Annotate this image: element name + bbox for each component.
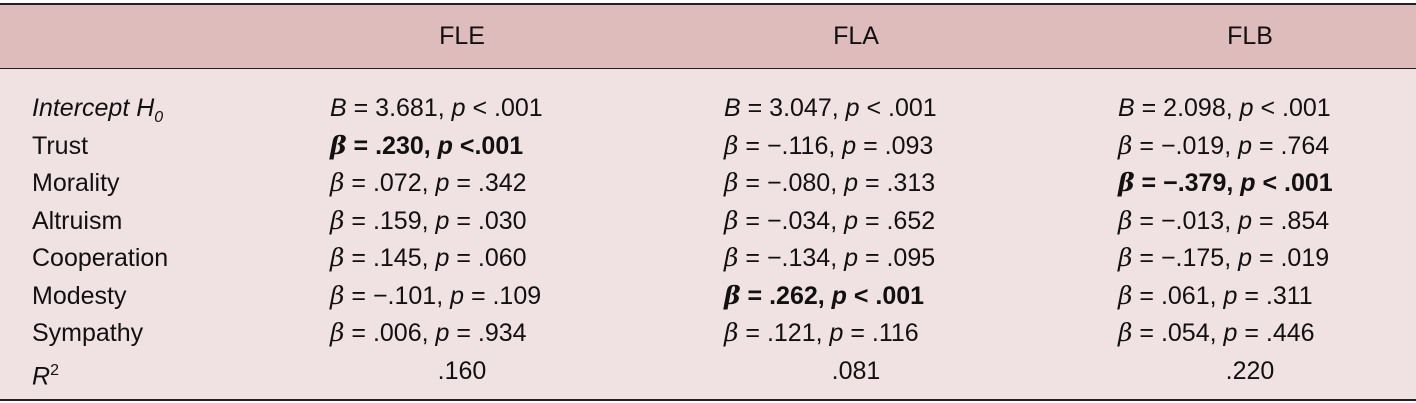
table-row: Intercept H0 B = 3.681, p < .001 B = 3.047… xyxy=(0,89,1416,127)
stat-cell: β = −.019, p = .764 xyxy=(1118,130,1330,160)
stat-cell: β = −.116, p = .093 xyxy=(724,130,934,160)
row-label: Morality xyxy=(32,169,120,197)
table-row: Sympathy β = .006, p = .934 β = .121, p = … xyxy=(0,314,1416,352)
r-squared-label: R2 xyxy=(32,361,59,390)
stat-cell: B = 3.047, p < .001 xyxy=(724,94,937,122)
regression-table: FLE FLA FLB Intercept H0 B = 3.681, p < .… xyxy=(0,3,1416,401)
stat-cell: β = −.080, p = .313 xyxy=(724,168,936,197)
stat-cell: β = .121, p = .116 xyxy=(724,318,919,347)
stat-cell: β = −.013, p = .854 xyxy=(1118,205,1330,235)
stat-cell: B = 3.681, p < .001 xyxy=(330,94,543,122)
header-flb: FLB xyxy=(1227,22,1273,50)
row-label: Trust xyxy=(32,131,89,160)
r-squared-value: .220 xyxy=(1225,356,1275,385)
stat-cell: β = −.134, p = .095 xyxy=(724,243,936,272)
row-label: Intercept H0 xyxy=(32,94,164,126)
stat-cell: β = .006, p = .934 xyxy=(330,318,527,347)
stat-cell: β = .262, p < .001 xyxy=(724,280,925,310)
row-label: Sympathy xyxy=(32,319,144,347)
stat-cell: β = .159, p = .030 xyxy=(330,205,527,235)
stat-cell: B = 2.098, p < .001 xyxy=(1118,94,1331,122)
header-fla: FLA xyxy=(833,22,879,50)
stat-cell: β = −.101, p = .109 xyxy=(330,280,542,310)
row-label: Altruism xyxy=(32,206,123,235)
table-row: Altruism β = .159, p = .030 β = −.034, p =… xyxy=(0,202,1416,240)
r-squared-row: R2 .160 .081 .220 xyxy=(0,352,1416,390)
r-squared-value: .160 xyxy=(437,356,487,385)
stat-cell: β = .230, p <.001 xyxy=(330,130,524,160)
stat-cell: β = −.379, p < .001 xyxy=(1118,168,1333,197)
table-row: Morality β = .072, p = .342 β = −.080, p =… xyxy=(0,164,1416,202)
stat-cell: β = .072, p = .342 xyxy=(330,168,527,197)
table-row: Cooperation β = .145, p = .060 β = −.134, … xyxy=(0,239,1416,277)
header-fle: FLE xyxy=(439,22,485,50)
row-label: Modesty xyxy=(32,281,127,310)
stat-cell: β = −.175, p = .019 xyxy=(1118,243,1330,272)
table-row: Modesty β = −.101, p = .109 β = .262, p < … xyxy=(0,277,1416,315)
stat-cell: β = .145, p = .060 xyxy=(330,243,527,272)
row-label: Cooperation xyxy=(32,244,169,272)
stat-cell: β = .054, p = .446 xyxy=(1118,318,1315,347)
table-row: Trust β = .230, p <.001 β = −.116, p = .09… xyxy=(0,127,1416,165)
stat-cell: β = .061, p = .311 xyxy=(1118,280,1313,310)
table-header: FLE FLA FLB xyxy=(0,5,1416,69)
r-squared-value: .081 xyxy=(831,356,881,385)
stat-cell: β = −.034, p = .652 xyxy=(724,205,936,235)
